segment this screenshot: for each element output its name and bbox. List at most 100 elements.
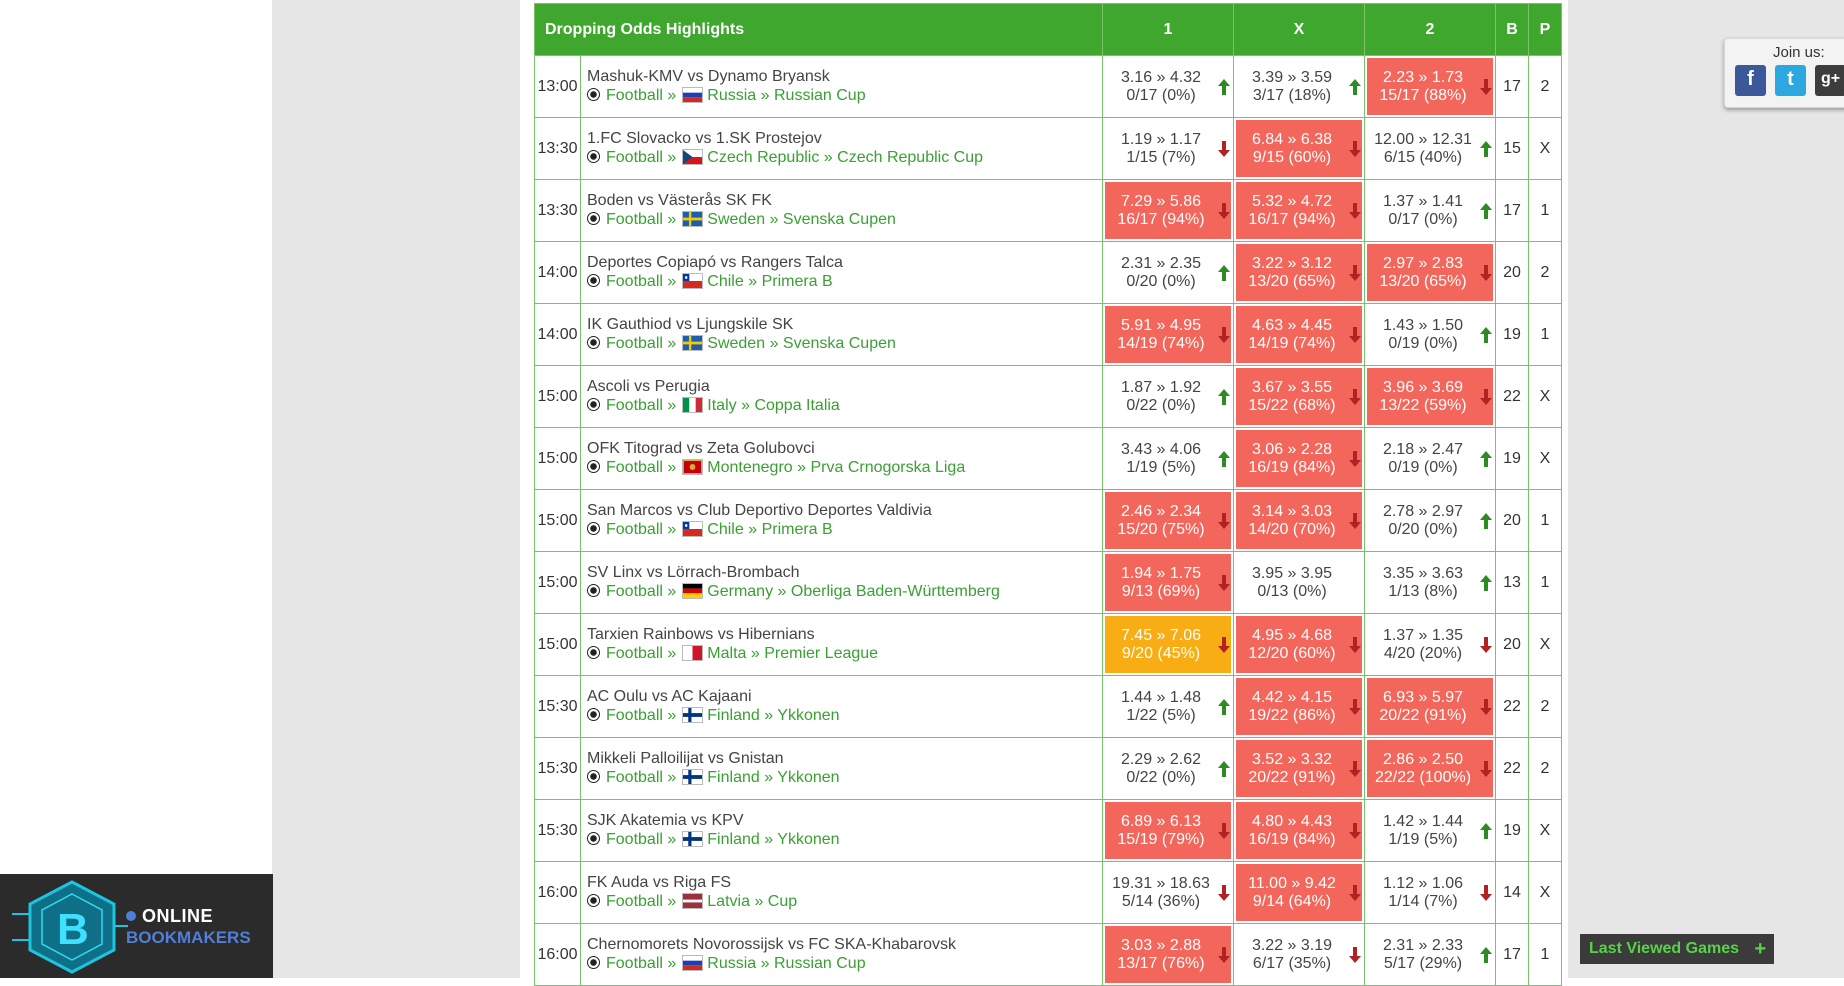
country-link[interactable]: Germany	[707, 583, 774, 600]
country-link[interactable]: Finland	[707, 769, 760, 786]
google-plus-icon[interactable]: g+	[1815, 65, 1844, 96]
country-link[interactable]: Finland	[707, 707, 760, 724]
table-row[interactable]: 15:00 San Marcos vs Club Deportivo Deport…	[534, 489, 1562, 552]
column-header-p[interactable]: P	[1528, 3, 1562, 56]
odds-cell-ox[interactable]: 3.22 » 3.12 13/20 (65%)	[1233, 241, 1365, 304]
odds-cell-ox[interactable]: 3.39 » 3.59 3/17 (18%)	[1233, 55, 1365, 118]
sport-link[interactable]: Football	[606, 273, 663, 290]
odds-cell-o2[interactable]: 1.37 » 1.41 0/17 (0%)	[1364, 179, 1496, 242]
competition-link[interactable]: Cup	[767, 893, 798, 910]
online-bookmakers-logo[interactable]: B ONLINE BOOKMAKERS	[0, 874, 273, 978]
odds-cell-o1[interactable]: 1.87 » 1.92 0/22 (0%)	[1102, 365, 1234, 428]
match-name-link[interactable]: Ascoli vs Perugia	[587, 378, 710, 395]
country-link[interactable]: Italy	[707, 397, 737, 414]
competition-link[interactable]: Svenska Cupen	[782, 211, 896, 228]
odds-cell-ox[interactable]: 3.52 » 3.32 20/22 (91%)	[1233, 737, 1365, 800]
odds-cell-o2[interactable]: 2.86 » 2.50 22/22 (100%)	[1364, 737, 1496, 800]
odds-cell-o1[interactable]: 2.31 » 2.35 0/20 (0%)	[1102, 241, 1234, 304]
odds-cell-ox[interactable]: 4.63 » 4.45 14/19 (74%)	[1233, 303, 1365, 366]
column-header-b[interactable]: B	[1495, 3, 1529, 56]
table-row[interactable]: 14:00 IK Gauthiod vs Ljungskile SK Footbal…	[534, 303, 1562, 366]
match-name-link[interactable]: SJK Akatemia vs KPV	[587, 812, 744, 829]
sport-link[interactable]: Football	[606, 397, 663, 414]
last-viewed-games-button[interactable]: Last Viewed Games +	[1580, 934, 1774, 964]
match-name-link[interactable]: IK Gauthiod vs Ljungskile SK	[587, 316, 794, 333]
table-row[interactable]: 15:00 OFK Titograd vs Zeta Golubovci Footb…	[534, 427, 1562, 490]
twitter-icon[interactable]: t	[1775, 65, 1806, 96]
match-name-link[interactable]: Mashuk-KMV vs Dynamo Bryansk	[587, 68, 830, 85]
odds-cell-ox[interactable]: 5.32 » 4.72 16/17 (94%)	[1233, 179, 1365, 242]
country-link[interactable]: Malta	[707, 645, 747, 662]
odds-cell-ox[interactable]: 4.95 » 4.68 12/20 (60%)	[1233, 613, 1365, 676]
match-name-link[interactable]: Deportes Copiapó vs Rangers Talca	[587, 254, 843, 271]
country-link[interactable]: Sweden	[707, 335, 766, 352]
competition-link[interactable]: Czech Republic Cup	[837, 149, 984, 166]
odds-cell-ox[interactable]: 3.22 » 3.19 6/17 (35%)	[1233, 923, 1365, 986]
table-row[interactable]: 16:00 FK Auda vs Riga FS Football » Latvia …	[534, 861, 1562, 924]
table-row[interactable]: 15:30 SJK Akatemia vs KPV Football » Finlan…	[534, 799, 1562, 862]
sport-link[interactable]: Football	[606, 955, 663, 972]
odds-cell-o2[interactable]: 2.18 » 2.47 0/19 (0%)	[1364, 427, 1496, 490]
country-link[interactable]: Montenegro	[707, 459, 793, 476]
odds-cell-o1[interactable]: 19.31 » 18.63 5/14 (36%)	[1102, 861, 1234, 924]
odds-cell-o1[interactable]: 1.94 » 1.75 9/13 (69%)	[1102, 551, 1234, 614]
odds-cell-o2[interactable]: 1.12 » 1.06 1/14 (7%)	[1364, 861, 1496, 924]
competition-link[interactable]: Svenska Cupen	[782, 335, 896, 352]
competition-link[interactable]: Primera B	[761, 521, 833, 538]
odds-cell-ox[interactable]: 3.14 » 3.03 14/20 (70%)	[1233, 489, 1365, 552]
column-header-2[interactable]: 2	[1364, 3, 1496, 56]
competition-link[interactable]: Coppa Italia	[754, 397, 840, 414]
odds-cell-o1[interactable]: 1.44 » 1.48 1/22 (5%)	[1102, 675, 1234, 738]
table-row[interactable]: 13:30 1.FC Slovacko vs 1.SK Prostejov Foot…	[534, 117, 1562, 180]
match-name-link[interactable]: Chernomorets Novorossijsk vs FC SKA-Khab…	[587, 936, 957, 953]
sport-link[interactable]: Football	[606, 87, 663, 104]
odds-cell-o2[interactable]: 1.37 » 1.35 4/20 (20%)	[1364, 613, 1496, 676]
country-link[interactable]: Russia	[707, 87, 757, 104]
country-link[interactable]: Finland	[707, 831, 760, 848]
competition-link[interactable]: Russian Cup	[774, 87, 866, 104]
odds-cell-ox[interactable]: 6.84 » 6.38 9/15 (60%)	[1233, 117, 1365, 180]
country-link[interactable]: Latvia	[707, 893, 750, 910]
competition-link[interactable]: Ykkonen	[777, 707, 840, 724]
table-row[interactable]: 15:00 Tarxien Rainbows vs Hibernians Footb…	[534, 613, 1562, 676]
odds-cell-ox[interactable]: 3.95 » 3.95 0/13 (0%)	[1233, 551, 1365, 614]
odds-cell-o1[interactable]: 2.29 » 2.62 0/22 (0%)	[1102, 737, 1234, 800]
table-row[interactable]: 15:00 SV Linx vs Lörrach-Brombach Football…	[534, 551, 1562, 614]
competition-link[interactable]: Oberliga Baden-Württemberg	[790, 583, 1000, 600]
odds-cell-ox[interactable]: 4.80 » 4.43 16/19 (84%)	[1233, 799, 1365, 862]
odds-cell-o2[interactable]: 2.97 » 2.83 13/20 (65%)	[1364, 241, 1496, 304]
odds-cell-o1[interactable]: 7.45 » 7.06 9/20 (45%)	[1102, 613, 1234, 676]
table-row[interactable]: 15:30 AC Oulu vs AC Kajaani Football » Finl…	[534, 675, 1562, 738]
country-link[interactable]: Sweden	[707, 211, 766, 228]
odds-cell-o1[interactable]: 2.46 » 2.34 15/20 (75%)	[1102, 489, 1234, 552]
sport-link[interactable]: Football	[606, 893, 663, 910]
match-name-link[interactable]: SV Linx vs Lörrach-Brombach	[587, 564, 800, 581]
table-row[interactable]: 14:00 Deportes Copiapó vs Rangers Talca Fo…	[534, 241, 1562, 304]
odds-cell-ox[interactable]: 4.42 » 4.15 19/22 (86%)	[1233, 675, 1365, 738]
competition-link[interactable]: Russian Cup	[774, 955, 866, 972]
country-link[interactable]: Czech Republic	[707, 149, 820, 166]
odds-cell-o2[interactable]: 6.93 » 5.97 20/22 (91%)	[1364, 675, 1496, 738]
odds-cell-o2[interactable]: 1.43 » 1.50 0/19 (0%)	[1364, 303, 1496, 366]
odds-cell-ox[interactable]: 3.06 » 2.28 16/19 (84%)	[1233, 427, 1365, 490]
competition-link[interactable]: Prva Crnogorska Liga	[810, 459, 966, 476]
odds-cell-o2[interactable]: 2.23 » 1.73 15/17 (88%)	[1364, 55, 1496, 118]
sport-link[interactable]: Football	[606, 583, 663, 600]
match-name-link[interactable]: San Marcos vs Club Deportivo Deportes Va…	[587, 502, 932, 519]
table-row[interactable]: 15:00 Ascoli vs Perugia Football » Italy » …	[534, 365, 1562, 428]
odds-cell-ox[interactable]: 11.00 » 9.42 9/14 (64%)	[1233, 861, 1365, 924]
sport-link[interactable]: Football	[606, 335, 663, 352]
odds-cell-o2[interactable]: 2.31 » 2.33 5/17 (29%)	[1364, 923, 1496, 986]
competition-link[interactable]: Primera B	[761, 273, 833, 290]
competition-link[interactable]: Premier League	[764, 645, 879, 662]
match-name-link[interactable]: 1.FC Slovacko vs 1.SK Prostejov	[587, 130, 822, 147]
sport-link[interactable]: Football	[606, 831, 663, 848]
odds-cell-o1[interactable]: 6.89 » 6.13 15/19 (79%)	[1102, 799, 1234, 862]
sport-link[interactable]: Football	[606, 645, 663, 662]
match-name-link[interactable]: OFK Titograd vs Zeta Golubovci	[587, 440, 815, 457]
table-row[interactable]: 13:00 Mashuk-KMV vs Dynamo Bryansk Footbal…	[534, 55, 1562, 118]
table-row[interactable]: 13:30 Boden vs Västerås SK FK Football » Sw…	[534, 179, 1562, 242]
odds-cell-o1[interactable]: 5.91 » 4.95 14/19 (74%)	[1102, 303, 1234, 366]
odds-cell-o1[interactable]: 3.16 » 4.32 0/17 (0%)	[1102, 55, 1234, 118]
match-name-link[interactable]: Mikkeli Palloilijat vs Gnistan	[587, 750, 784, 767]
